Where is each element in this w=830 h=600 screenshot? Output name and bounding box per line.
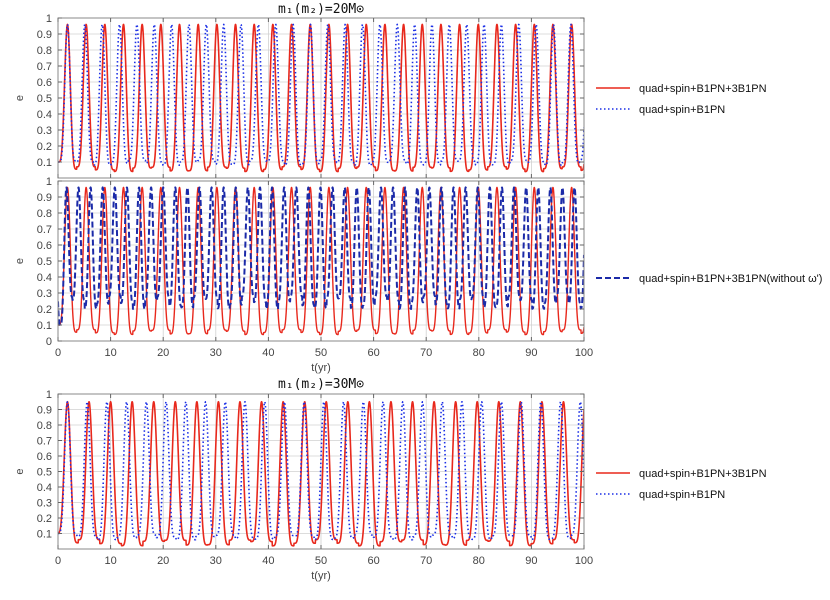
x-tick-label: 0 [55,555,61,567]
y-axis-label: e [14,95,26,101]
chart-title: m₁(m₂)=20M⊙ [278,2,364,17]
legend-label: quad+spin+B1PN+3B1PN(without ω') [639,273,822,285]
x-tick-label: 30 [210,555,222,567]
series-line-2 [58,186,584,326]
legend-label: quad+spin+B1PN+3B1PN [639,83,767,95]
y-tick-label: 0.8 [37,45,52,57]
legend-label: quad+spin+B1PN [639,104,725,116]
y-tick-label: 0.9 [37,192,52,204]
series-line-1 [58,23,584,173]
x-tick-label: 100 [575,347,593,359]
y-tick-label: 0.7 [37,224,52,236]
y-tick-label: 0.8 [37,208,52,220]
y-tick-label: 0.4 [37,272,52,284]
y-tick-label: 0.5 [37,467,52,479]
y-tick-label: 0.9 [37,29,52,41]
x-tick-label: 60 [367,347,379,359]
y-tick-label: 0 [46,336,52,348]
y-tick-label: 0.9 [37,405,52,417]
x-tick-label: 70 [420,555,432,567]
y-tick-label: 1 [46,176,52,188]
y-tick-label: 0.1 [37,157,52,169]
y-tick-label: 0.5 [37,256,52,268]
y-tick-label: 0.3 [37,288,52,300]
x-tick-label: 80 [473,347,485,359]
x-tick-label: 10 [104,347,116,359]
x-tick-label: 30 [210,347,222,359]
y-tick-label: 0.2 [37,141,52,153]
x-axis-label: t(yr) [311,570,331,582]
y-tick-label: 1 [46,389,52,401]
y-tick-label: 0.5 [37,93,52,105]
series-line-1 [58,400,584,547]
x-tick-label: 90 [525,347,537,359]
legend-label: quad+spin+B1PN+3B1PN [639,468,767,480]
y-tick-label: 0.7 [37,436,52,448]
y-tick-label: 0.1 [37,529,52,541]
y-tick-label: 0.2 [37,304,52,316]
chart-title: m₁(m₂)=30M⊙ [278,377,364,392]
x-tick-label: 80 [473,555,485,567]
x-tick-label: 40 [262,347,274,359]
x-tick-label: 40 [262,555,274,567]
chart-panel-2: 00.10.20.30.40.50.60.70.80.910 10 20 30 40 50… [14,176,822,374]
y-tick-label: 1 [46,13,52,25]
chart-panel-1: 0.1 0.2 0.3 0.4 0.5 0.6 0.7 0.8 0.9 1 e m₁(m₂)=20M⊙… [14,2,767,179]
x-tick-label: 0 [55,347,61,359]
y-tick-label: 0.6 [37,77,52,89]
y-tick-label: 0.1 [37,320,52,332]
x-tick-label: 20 [157,555,169,567]
y-tick-label: 0.8 [37,420,52,432]
x-tick-label: 60 [367,555,379,567]
legend-label: quad+spin+B1PN [639,489,725,501]
x-tick-label: 10 [104,555,116,567]
y-tick-label: 0.4 [37,109,52,121]
y-axis-label: e [14,258,26,264]
y-axis-label: e [14,468,26,474]
series-line-1 [58,186,584,336]
x-tick-label: 50 [315,347,327,359]
x-tick-label: 50 [315,555,327,567]
x-axis-label: t(yr) [311,362,331,374]
y-tick-label: 0.4 [37,482,52,494]
y-tick-label: 0.6 [37,240,52,252]
x-tick-label: 20 [157,347,169,359]
y-tick-label: 0.3 [37,125,52,137]
x-tick-label: 90 [525,555,537,567]
x-tick-label: 100 [575,555,593,567]
y-tick-label: 0.6 [37,451,52,463]
y-tick-label: 0.2 [37,513,52,525]
y-tick-label: 0.7 [37,61,52,73]
y-tick-label: 0.3 [37,498,52,510]
x-tick-label: 70 [420,347,432,359]
chart-panel-3: 0.10.20.30.40.50.60.70.80.910 10 20 30 40 50 6… [14,377,767,582]
